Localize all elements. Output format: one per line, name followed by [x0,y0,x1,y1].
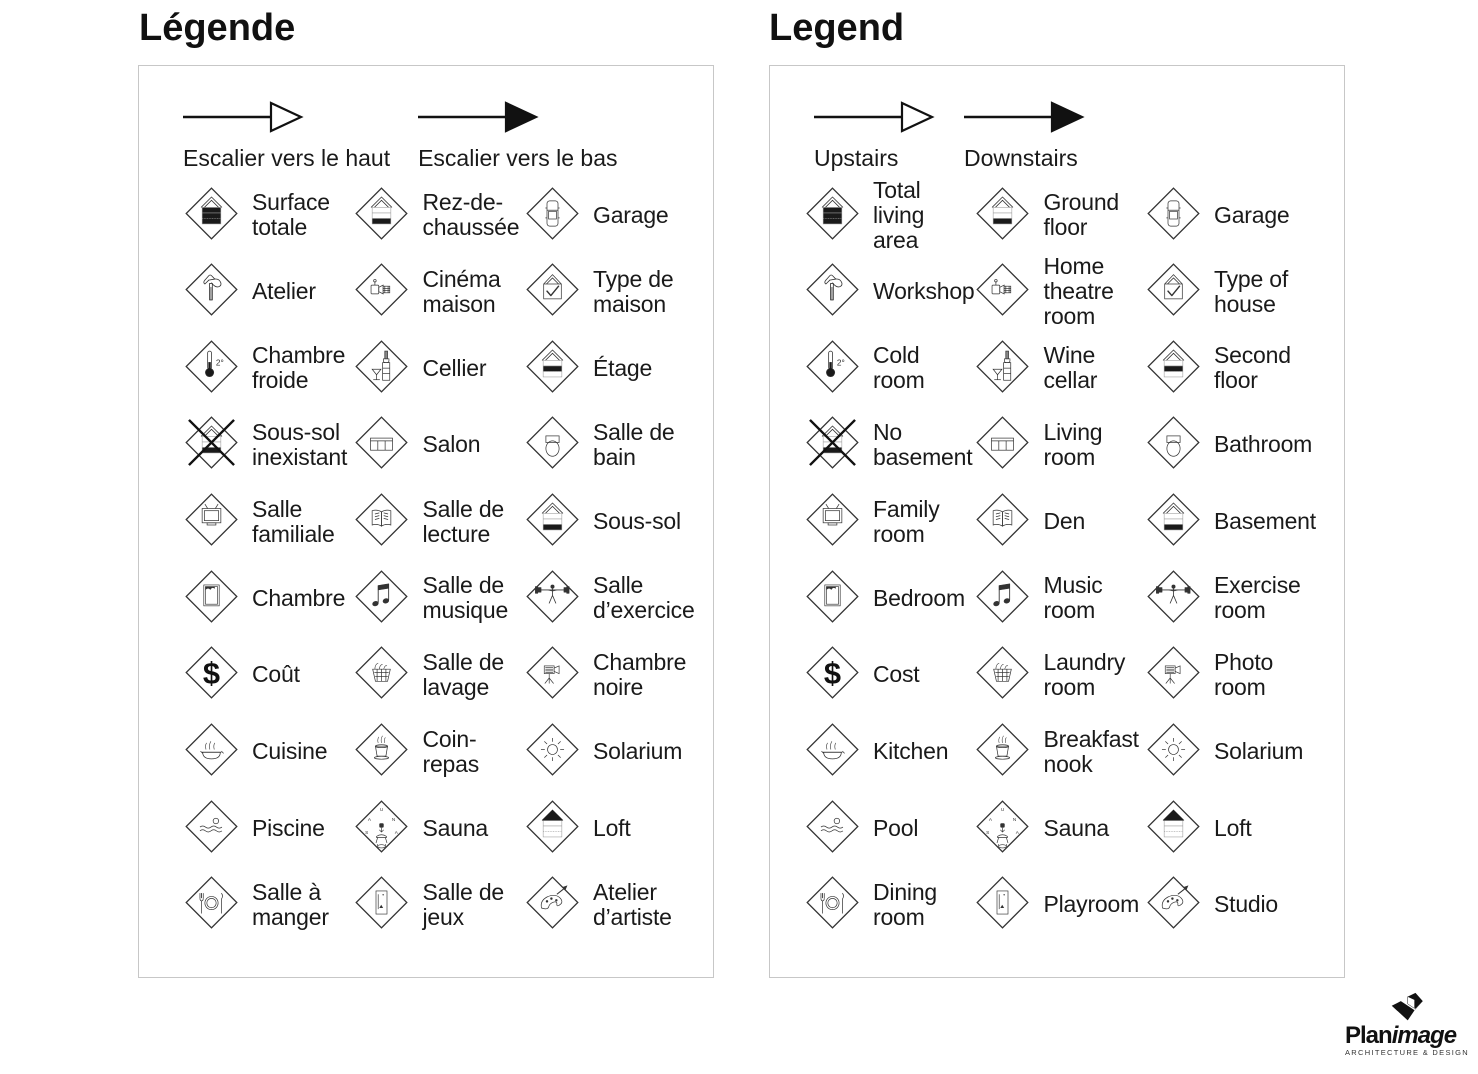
svg-text:S: S [986,830,989,835]
svg-text:U: U [380,807,383,812]
svg-text:N: N [1013,817,1016,822]
svg-text:N: N [392,817,395,822]
svg-text:$: $ [202,656,219,691]
svg-text:2°: 2° [836,358,844,367]
svg-text:U: U [1001,807,1004,812]
svg-text:2°: 2° [215,358,223,367]
svg-text:$: $ [823,656,840,691]
svg-text:S: S [365,830,368,835]
